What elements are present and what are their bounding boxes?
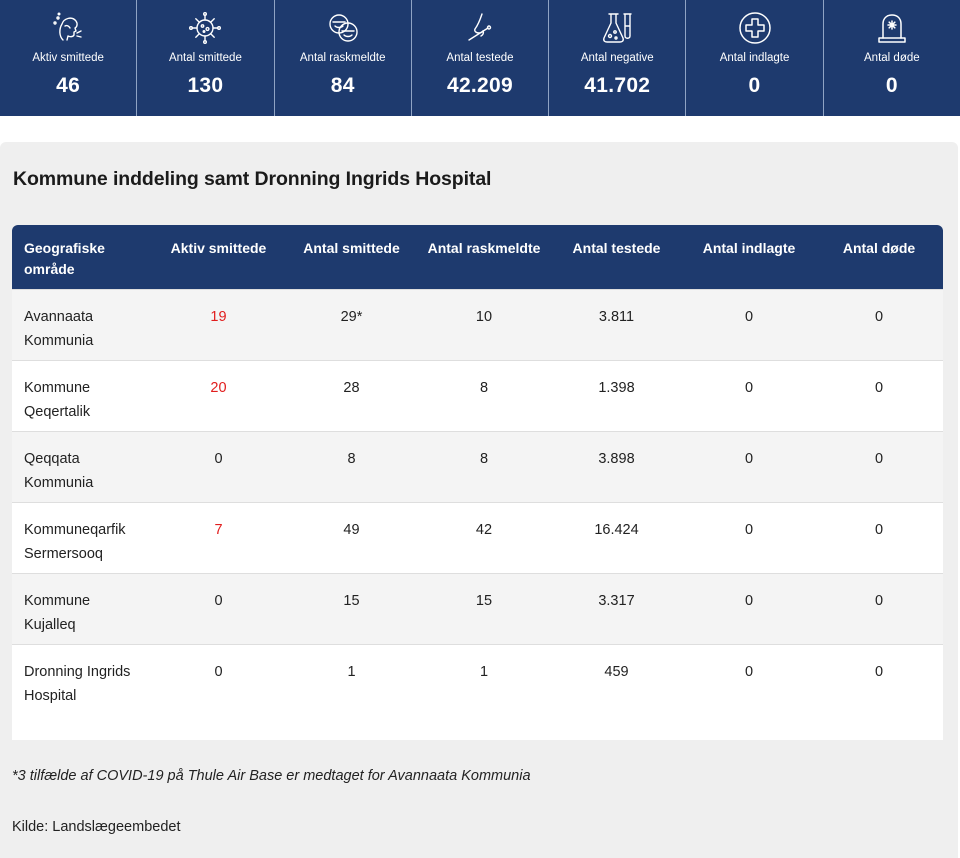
cell-area: Dronning Ingrids Hospital (24, 663, 131, 704)
cell-tested: 1.398 (598, 379, 635, 396)
cell-recovered: 8 (479, 379, 489, 396)
stat-label: Antal døde (864, 52, 920, 64)
cell-recovered: 10 (475, 308, 493, 325)
cell-recovered: 15 (475, 592, 493, 609)
stat-value: 41.702 (584, 74, 651, 97)
cell-admitted: 0 (744, 592, 754, 609)
virus-icon (185, 8, 225, 48)
cell-admitted: 0 (744, 521, 754, 538)
cell-deaths: 0 (874, 308, 884, 325)
cell-deaths: 0 (874, 521, 884, 538)
stat-value: 42.209 (446, 74, 513, 97)
column-header-tested: Antal testede (572, 240, 661, 256)
column-header-infected: Antal smittede (303, 240, 400, 256)
cell-recovered: 42 (475, 521, 493, 538)
cell-active: 0 (214, 663, 223, 680)
stat-value: 130 (187, 74, 224, 97)
region-panel: Kommune inddeling samt Dronning Ingrids … (0, 142, 958, 858)
table-header-row: Geografiske område Aktiv smittede Antal … (12, 225, 943, 289)
stat-label: Aktiv smittede (32, 52, 104, 64)
stat-tested: Antal testede 42.209 (412, 0, 550, 116)
stats-bar: Aktiv smittede 46 Antal smittede 130 Ant… (0, 0, 960, 116)
stat-value: 0 (748, 74, 761, 97)
stat-label: Antal testede (446, 52, 514, 64)
cell-infected: 49 (343, 521, 360, 538)
cell-active: 7 (214, 521, 223, 538)
stat-value: 0 (885, 74, 898, 97)
column-header-deaths: Antal døde (842, 240, 916, 256)
cell-admitted: 0 (744, 308, 754, 325)
column-header-admitted: Antal indlagte (702, 240, 796, 256)
cell-infected: 28 (343, 379, 360, 396)
table-row: Kommune Kujalleq 0 15 15 3.317 0 0 (12, 573, 943, 644)
cell-infected: 1 (347, 663, 356, 680)
column-header-recovered: Antal raskmeldte (427, 240, 541, 256)
cell-deaths: 0 (874, 379, 884, 396)
infected-person-icon (48, 8, 88, 48)
cell-area: Kommune Qeqertalik (24, 379, 91, 420)
cell-tested: 3.317 (598, 592, 635, 609)
cell-tested: 16.424 (594, 521, 639, 538)
cell-infected: 15 (343, 592, 360, 609)
cell-deaths: 0 (874, 592, 884, 609)
column-header-active: Aktiv smittede (170, 240, 267, 256)
table-row: Kommune Qeqertalik 20 28 8 1.398 0 0 (12, 360, 943, 431)
column-header-area: Geografiske område (24, 240, 105, 277)
stat-label: Antal raskmeldte (299, 52, 386, 64)
cell-active: 0 (214, 592, 223, 609)
cell-recovered: 1 (479, 663, 489, 680)
stat-total-infected: Antal smittede 130 (137, 0, 275, 116)
stat-label: Antal negative (580, 52, 654, 64)
cell-active: 0 (214, 450, 223, 467)
section-title: Kommune inddeling samt Dronning Ingrids … (13, 168, 492, 190)
table-row: Kommuneqarfik Sermersooq 7 49 42 16.424 … (12, 502, 943, 573)
table-row: Dronning Ingrids Hospital 0 1 1 459 0 0 (12, 644, 943, 740)
recovered-faces-icon (323, 8, 363, 48)
cell-deaths: 0 (874, 663, 884, 680)
region-table: Geografiske område Aktiv smittede Antal … (12, 225, 943, 740)
cell-area: Kommuneqarfik Sermersooq (24, 521, 126, 562)
stat-negative: Antal negative 41.702 (549, 0, 687, 116)
table-row: Avannaata Kommunia 19 29* 10 3.811 0 0 (12, 289, 943, 360)
lab-flask-icon (597, 8, 637, 48)
stat-active-infected: Aktiv smittede 46 (0, 0, 138, 116)
stat-label: Antal smittede (168, 52, 242, 64)
cell-tested: 3.811 (598, 308, 635, 325)
stat-admitted: Antal indlagte 0 (686, 0, 824, 116)
stat-deaths: Antal døde 0 (824, 0, 960, 116)
cell-area: Kommune Kujalleq (24, 592, 91, 633)
cell-infected: 29* (340, 308, 363, 325)
cell-area: Avannaata Kommunia (24, 308, 94, 349)
nose-swab-icon (460, 8, 500, 48)
cell-active: 20 (210, 379, 227, 396)
cell-area: Qeqqata Kommunia (24, 450, 94, 491)
footnote: *3 tilfælde af COVID-19 på Thule Air Bas… (12, 768, 531, 784)
stat-label: Antal indlagte (719, 52, 790, 64)
cell-infected: 8 (347, 450, 356, 467)
hospital-cross-icon (735, 8, 775, 48)
stat-recovered: Antal raskmeldte 84 (275, 0, 412, 116)
cell-admitted: 0 (744, 663, 754, 680)
table-row: Qeqqata Kommunia 0 8 8 3.898 0 0 (12, 431, 943, 502)
tombstone-icon (872, 8, 912, 48)
cell-admitted: 0 (744, 450, 754, 467)
cell-tested: 3.898 (598, 450, 635, 467)
cell-tested: 459 (604, 663, 629, 680)
stat-value: 46 (56, 74, 81, 97)
source-credit: Kilde: Landslægeembedet (12, 819, 181, 835)
cell-admitted: 0 (744, 379, 754, 396)
stat-value: 84 (330, 74, 355, 97)
cell-recovered: 8 (479, 450, 489, 467)
cell-active: 19 (210, 308, 227, 325)
cell-deaths: 0 (874, 450, 884, 467)
